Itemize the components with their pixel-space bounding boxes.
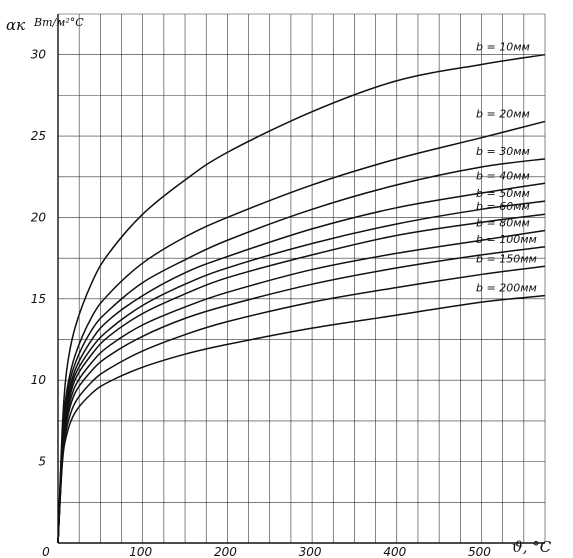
- series-label: b = 40мм: [476, 169, 530, 182]
- y-tick-label: 15: [31, 292, 46, 306]
- grid: [58, 13, 546, 543]
- x-tick-label: 0: [42, 545, 50, 558]
- series-label: b = 150мм: [476, 252, 537, 265]
- series-label: b = 80мм: [476, 216, 530, 229]
- series-line: [57, 229, 546, 544]
- series-label: b = 50мм: [476, 187, 530, 200]
- y-axis-symbol: αк: [6, 16, 25, 34]
- series-line: [57, 120, 546, 544]
- series-label: b = 30мм: [476, 145, 530, 158]
- y-tick-label: 10: [31, 373, 47, 387]
- y-tick-label: 5: [38, 455, 46, 469]
- x-tick-label: 300: [299, 545, 322, 558]
- series-lines: [57, 53, 546, 544]
- x-tick-label: 500: [468, 545, 491, 558]
- x-tick-labels: 0 100 200 300 400 500: [42, 545, 491, 558]
- series-label: b = 200мм: [476, 282, 537, 295]
- series-line: [57, 213, 546, 544]
- series-label: b = 20мм: [476, 107, 530, 120]
- series-line: [57, 294, 546, 544]
- series-labels: b = 10мм b = 20мм b = 30мм b = 40мм b = 50мм…: [476, 41, 537, 295]
- x-tick-label: 200: [214, 545, 237, 558]
- y-tick-label: 25: [31, 129, 46, 143]
- x-tick-label: 100: [129, 545, 152, 558]
- series-line: [57, 53, 546, 544]
- series-label: b = 10мм: [476, 41, 530, 54]
- series-line: [57, 200, 546, 544]
- y-tick-label: 20: [31, 210, 47, 224]
- axes: [57, 14, 545, 544]
- series-line: [57, 182, 546, 544]
- x-axis-label: ϑ, °C: [512, 538, 552, 556]
- y-tick-label: 30: [31, 48, 47, 62]
- series-line: [57, 158, 546, 544]
- y-tick-labels: 5 10 15 20 25 30: [31, 48, 47, 469]
- series-label: b = 60мм: [476, 200, 530, 213]
- x-tick-label: 400: [383, 545, 406, 558]
- series-line: [57, 246, 546, 544]
- series-line: [57, 265, 546, 544]
- series-label: b = 100мм: [476, 233, 537, 246]
- y-axis-unit: Вт/м²°С: [33, 16, 84, 29]
